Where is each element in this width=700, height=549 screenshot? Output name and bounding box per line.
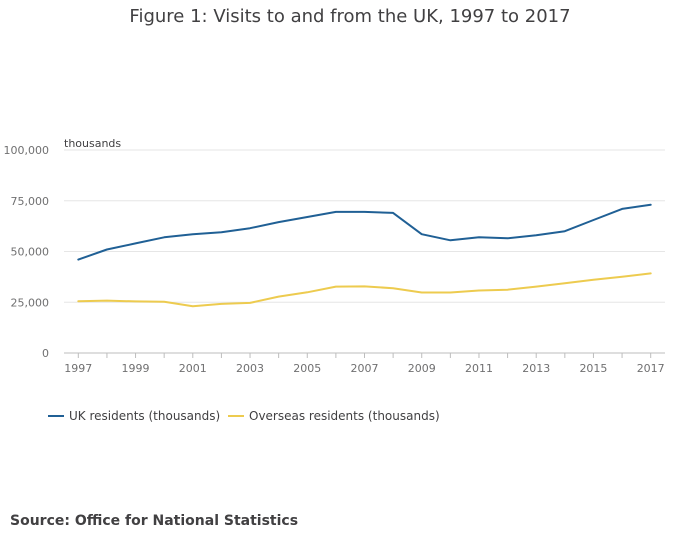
uk-residents-line: [77, 203, 652, 261]
y-tick-label: 25,000: [11, 296, 50, 309]
legend-label: UK residents (thousands): [69, 409, 220, 423]
legend-label: Overseas residents (thousands): [249, 409, 440, 423]
chart-title: Figure 1: Visits to and from the UK, 199…: [129, 6, 571, 27]
y-tick-label: 0: [42, 347, 49, 360]
gridlines: [64, 149, 665, 303]
x-axis: 1997 1999 2001 2003 2005 2007 2009 2011 2013 2015…: [64, 352, 665, 375]
y-tick-label: 50,000: [11, 246, 50, 259]
x-tick-label: 2013: [522, 362, 550, 375]
x-tick-label: 2005: [293, 362, 321, 375]
y-axis-unit-label: thousands: [64, 137, 121, 150]
x-tick-label: 1999: [122, 362, 150, 375]
x-tick-label: 2009: [408, 362, 436, 375]
x-tick-label: 1997: [64, 362, 92, 375]
legend: UK residents (thousands) Overseas residen…: [48, 409, 440, 423]
x-tick-label: 2007: [351, 362, 379, 375]
x-tick-label: 2015: [579, 362, 607, 375]
x-tick-label: 2003: [236, 362, 264, 375]
y-tick-label: 75,000: [11, 195, 50, 208]
x-tick-label: 2017: [637, 362, 665, 375]
y-tick-label: 100,000: [4, 144, 50, 157]
x-tick-label: 2011: [465, 362, 493, 375]
source-note: Source: Office for National Statistics: [10, 513, 299, 529]
series-lines: [77, 203, 652, 308]
x-tick-label: 2001: [179, 362, 207, 375]
overseas-residents-line: [77, 272, 652, 308]
y-axis-ticks: 0 25,000 50,000 75,000 100,000: [4, 144, 50, 360]
